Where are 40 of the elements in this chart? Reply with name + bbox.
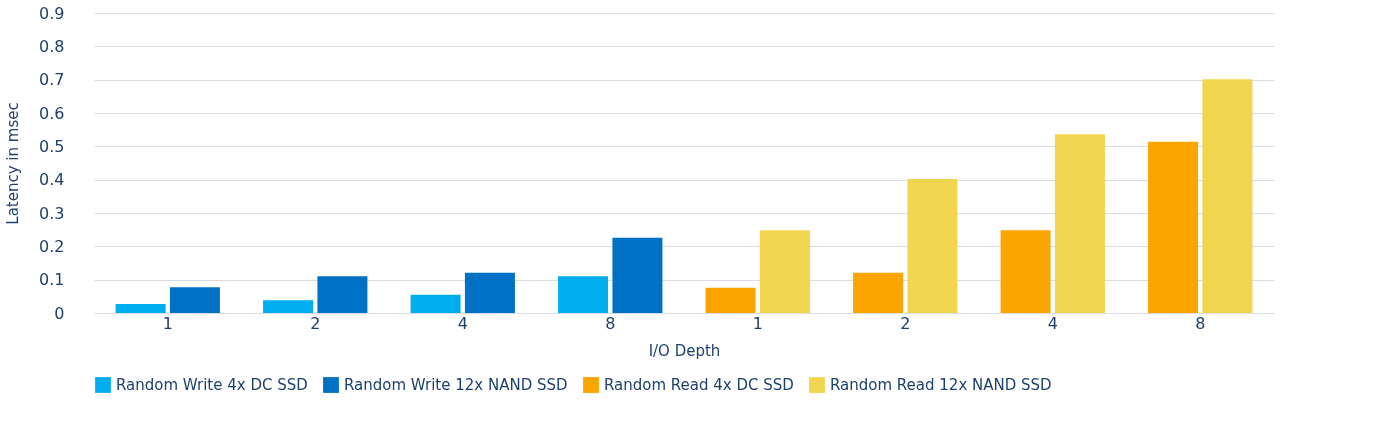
bar [1202, 79, 1253, 313]
x-tick-label: 4 [1047, 313, 1058, 333]
bar [1148, 141, 1199, 313]
bar [759, 230, 810, 313]
y-tick-label: 0.2 [39, 236, 65, 256]
x-tick-label: 8 [1195, 313, 1206, 333]
y-tick-label: 0.6 [39, 103, 65, 123]
bar [263, 300, 314, 313]
x-axis-title: I/O Depth [648, 341, 721, 360]
legend-label: Random Write 4x DC SSD [116, 376, 308, 394]
bar [1000, 230, 1051, 313]
y-tick-label: 0.3 [39, 203, 65, 223]
x-tick-label: 2 [310, 313, 321, 333]
y-tick-label: 0.5 [39, 136, 65, 156]
bar [317, 276, 368, 313]
bar [115, 304, 166, 313]
y-axis-title: Latency in msec [4, 102, 23, 225]
bar [169, 287, 220, 313]
legend-label: Random Write 12x NAND SSD [344, 376, 568, 394]
x-tick-label: 2 [900, 313, 911, 333]
bar [612, 237, 663, 313]
x-tick-label: 1 [162, 313, 173, 333]
legend-label: Random Read 4x DC SSD [604, 376, 794, 394]
y-tick-label: 0.9 [39, 3, 65, 23]
y-tick-label: 0 [54, 303, 65, 323]
x-tick-label: 8 [605, 313, 616, 333]
bar [1054, 134, 1105, 313]
bar [705, 287, 756, 313]
y-tick-label: 0.8 [39, 36, 65, 56]
y-tick-label: 0.4 [39, 170, 65, 190]
bar [907, 179, 958, 313]
bar [853, 272, 904, 313]
bar [558, 276, 609, 313]
bar [410, 294, 461, 313]
x-tick-label: 4 [457, 313, 468, 333]
bar [464, 272, 515, 313]
x-tick-label: 1 [752, 313, 763, 333]
y-tick-label: 0.7 [39, 70, 65, 90]
y-tick-label: 0.1 [39, 270, 65, 290]
legend-label: Random Read 12x NAND SSD [830, 376, 1052, 394]
